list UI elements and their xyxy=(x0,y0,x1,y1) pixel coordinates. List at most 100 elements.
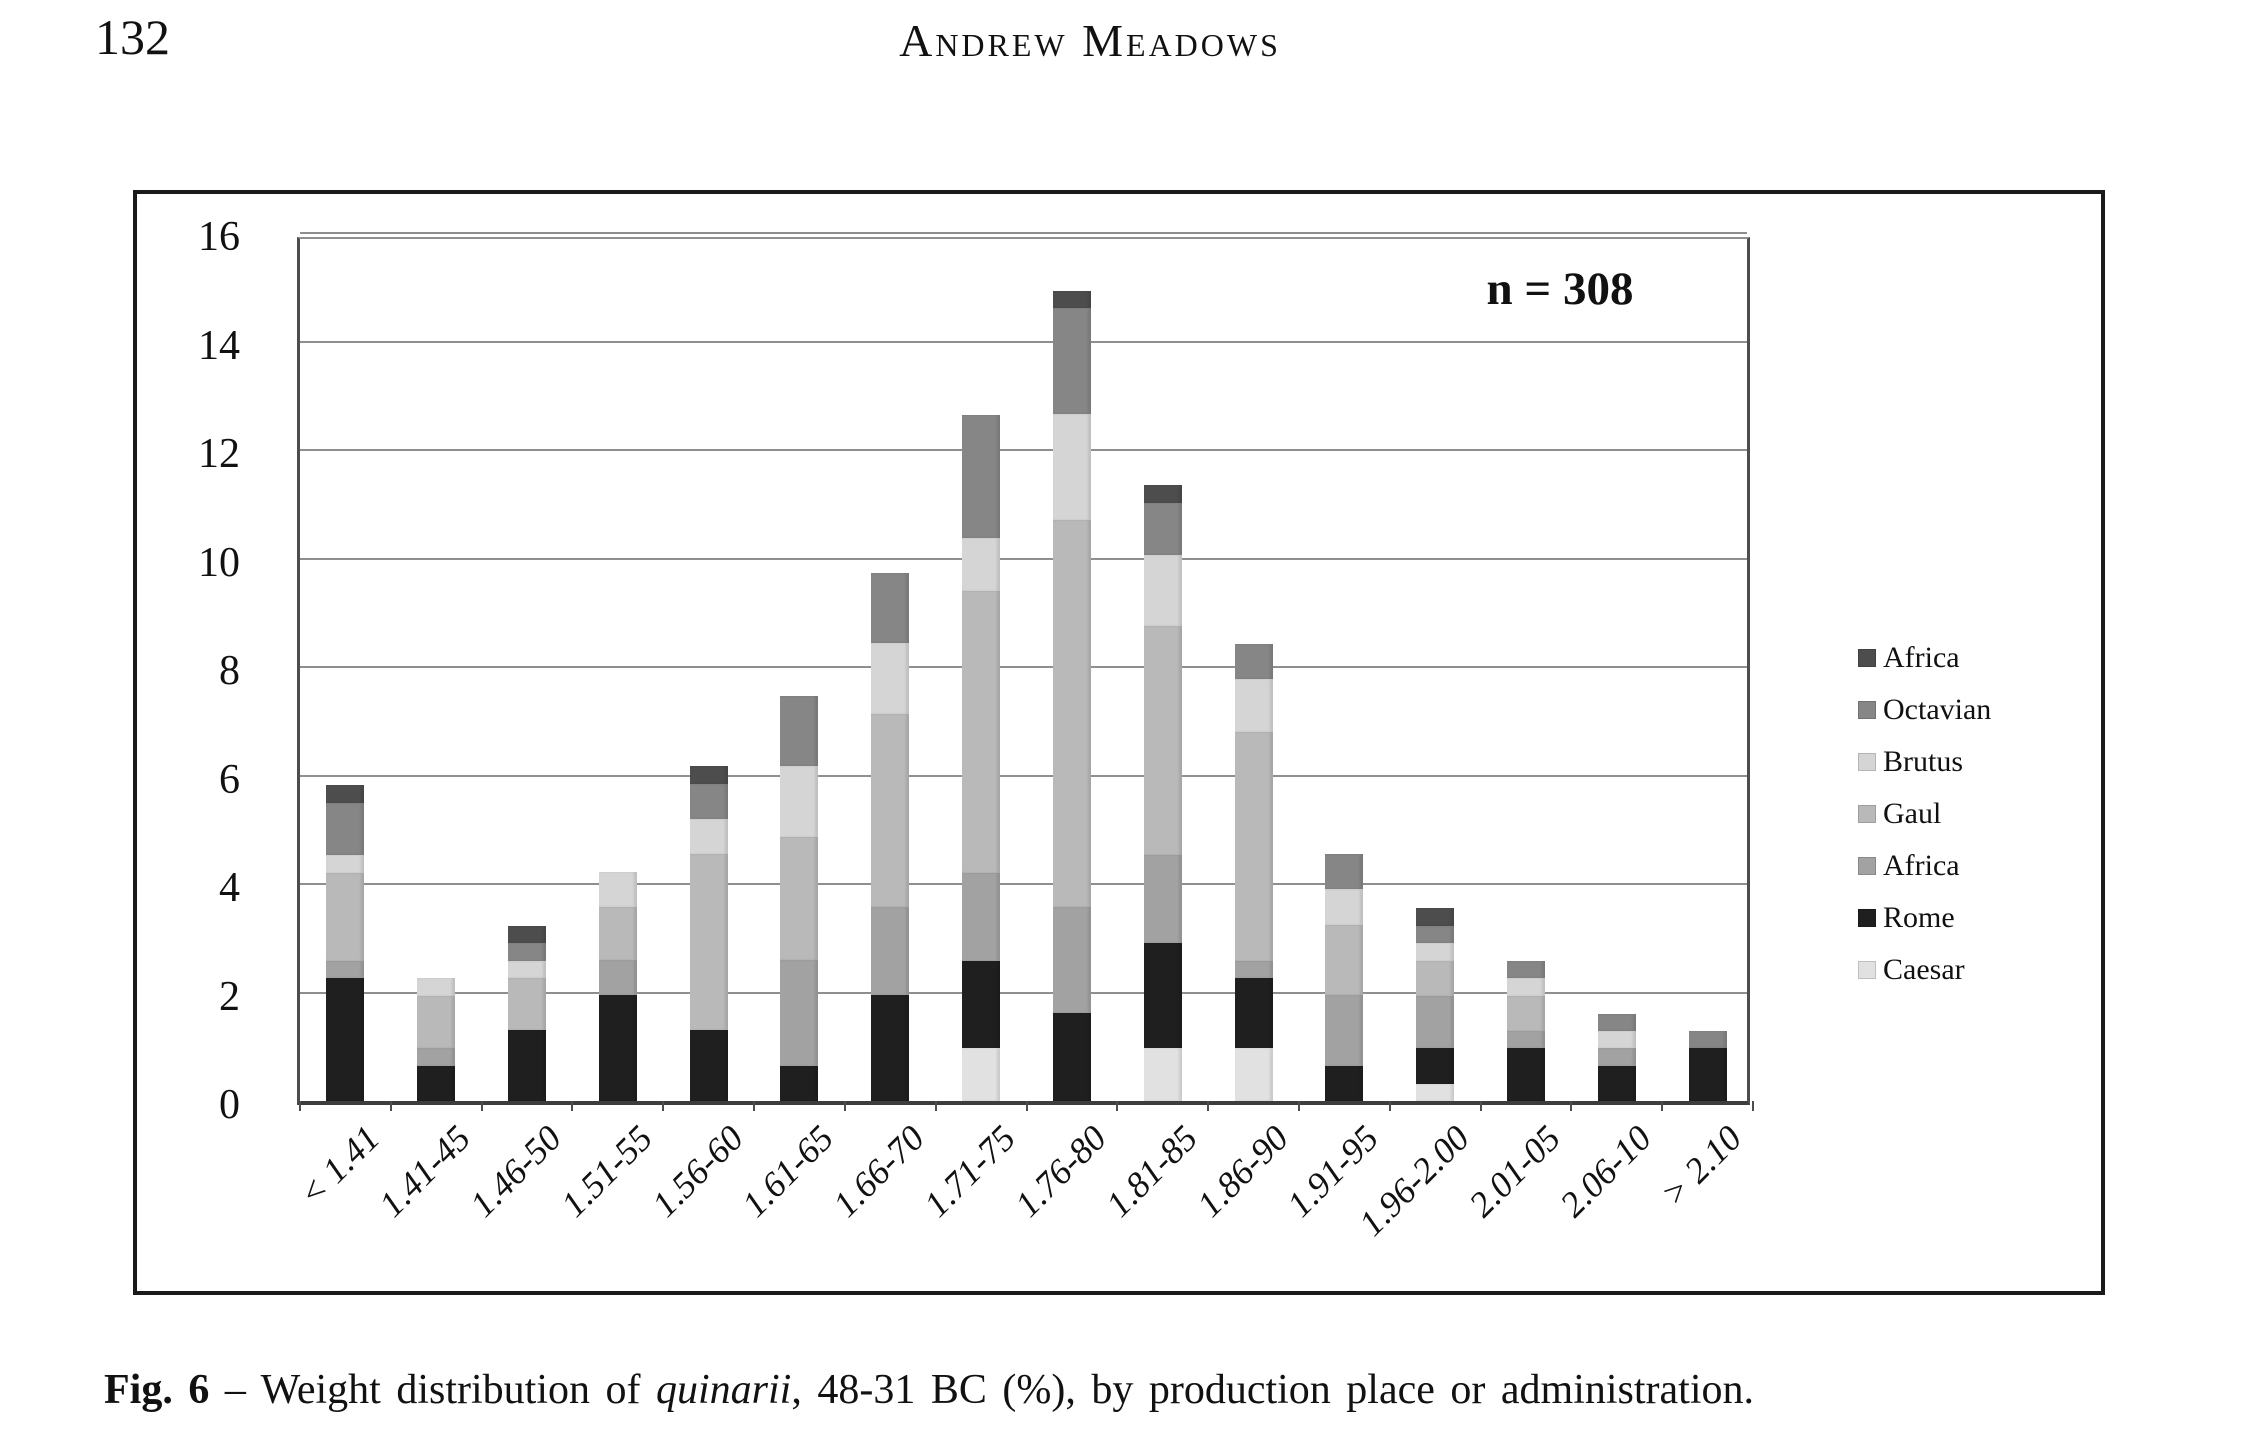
bar-segment xyxy=(1506,978,1545,996)
x-axis-label: 1.51-55 xyxy=(553,1117,660,1225)
bar-segment xyxy=(1325,889,1364,925)
gridline xyxy=(300,883,1747,885)
x-axis-label: 1.41-45 xyxy=(371,1117,479,1225)
bar-segment xyxy=(1597,1048,1636,1066)
bar-segment xyxy=(1052,414,1091,520)
x-axis-tick xyxy=(1025,1101,1028,1111)
gridline xyxy=(300,340,1747,343)
legend-label: Gaul xyxy=(1883,797,1942,830)
bar-segment xyxy=(598,959,637,996)
x-axis-label: 2.01-05 xyxy=(1461,1117,1568,1225)
gridline xyxy=(300,991,1747,994)
bar-segment xyxy=(780,695,819,767)
bar-segment xyxy=(689,818,728,855)
bar-segment xyxy=(871,572,910,644)
bar-segment xyxy=(871,643,910,714)
x-axis-label: 2.06-10 xyxy=(1551,1117,1659,1225)
bar-segment xyxy=(417,978,456,996)
bar-segment xyxy=(962,872,1001,961)
legend-label: Africa xyxy=(1883,641,1960,674)
bar-segment xyxy=(417,1065,456,1101)
legend-item: Caesar xyxy=(1858,944,1991,996)
x-axis-label: 1.66-70 xyxy=(825,1117,933,1225)
y-axis-label: 16 xyxy=(198,214,240,260)
legend: Africa Octavian Brutus Gaul Africa Rome Caesar xyxy=(1858,632,1991,996)
gridline xyxy=(300,774,1747,777)
x-axis-tick xyxy=(480,1101,483,1111)
legend-marker-icon xyxy=(1858,805,1876,823)
sample-size-annotation: n = 308 xyxy=(1486,263,1634,315)
y-axis-label: 12 xyxy=(198,431,240,477)
x-axis-label: 1.76-80 xyxy=(1007,1117,1114,1225)
bar-segment xyxy=(1506,1031,1545,1049)
bar-segment xyxy=(871,713,910,908)
bar-segment xyxy=(1052,519,1091,908)
bar-segment xyxy=(326,785,365,803)
bar-segment xyxy=(598,995,637,1101)
caption-text-after: , 48-31 BC (%), by production place or a… xyxy=(791,1367,1755,1413)
x-axis-tick xyxy=(934,1101,937,1111)
bar-segment xyxy=(1416,943,1455,961)
bar-segment xyxy=(326,855,365,873)
bar-segment xyxy=(1416,908,1455,926)
bar-segment xyxy=(1052,308,1091,415)
gridline xyxy=(300,232,1747,234)
bar-segment xyxy=(326,802,365,856)
bar-segment xyxy=(1052,291,1091,309)
bar-segment xyxy=(1234,1048,1273,1101)
x-axis-label: 1.61-65 xyxy=(734,1117,842,1225)
x-axis-tick xyxy=(571,1101,574,1111)
y-axis-labels: 0 2 4 6 8 10 12 14 16 xyxy=(120,214,240,1128)
y-axis-label: 0 xyxy=(219,1082,240,1128)
y-axis-label: 2 xyxy=(219,973,240,1020)
bar-segment xyxy=(1143,1048,1182,1101)
bar-segment xyxy=(1052,907,1091,1014)
running-head: Andrew Meadows xyxy=(899,15,1281,66)
bar-segment xyxy=(508,943,547,961)
bar-segment xyxy=(780,836,819,960)
bar-segment xyxy=(962,415,1001,539)
bar-segment xyxy=(1506,961,1545,979)
bar-segment xyxy=(1234,678,1273,732)
legend-item: Rome xyxy=(1858,892,1991,944)
bar-segment xyxy=(689,1030,728,1101)
x-axis-tick xyxy=(389,1101,392,1111)
y-axis-label: 14 xyxy=(198,322,240,369)
bar-segment xyxy=(1143,942,1182,1049)
bar-segment xyxy=(1234,731,1273,961)
legend-item: Brutus xyxy=(1858,736,1991,788)
bar-segment xyxy=(1143,555,1182,626)
legend-item: Africa xyxy=(1858,840,1991,892)
gridline xyxy=(300,449,1747,451)
bar-segment xyxy=(1688,1031,1727,1049)
legend-marker-icon xyxy=(1858,857,1876,875)
bar-segment xyxy=(1325,1065,1364,1101)
bar-segment xyxy=(871,907,910,996)
legend-item: Gaul xyxy=(1858,788,1991,840)
x-axis-label: 1.81-85 xyxy=(1097,1117,1205,1225)
x-axis-tick xyxy=(843,1101,846,1111)
caption-italic-term: quinarii xyxy=(656,1367,792,1413)
x-axis-tick xyxy=(1661,1101,1664,1111)
bar-segment xyxy=(1416,1048,1455,1084)
gridline xyxy=(300,557,1747,560)
bar-segment xyxy=(508,925,547,944)
bar-segment xyxy=(1416,925,1455,944)
legend-label: Brutus xyxy=(1883,745,1964,778)
bar-segment xyxy=(1143,502,1182,556)
bar-segment xyxy=(780,1065,819,1101)
bar-segment xyxy=(1325,924,1364,996)
legend-label: Rome xyxy=(1883,901,1955,934)
plot-area xyxy=(297,232,1754,1111)
legend-marker-icon xyxy=(1858,701,1876,719)
legend-item: Africa xyxy=(1858,632,1991,684)
legend-label: Caesar xyxy=(1883,953,1965,986)
bar-segment xyxy=(1325,995,1364,1066)
bar-segment xyxy=(508,1030,547,1101)
bar-segment xyxy=(1597,1065,1636,1101)
bar-segment xyxy=(1416,995,1455,1049)
bar-segment xyxy=(689,766,728,784)
bar-segment xyxy=(1052,1013,1091,1101)
bar-segment xyxy=(598,872,637,908)
